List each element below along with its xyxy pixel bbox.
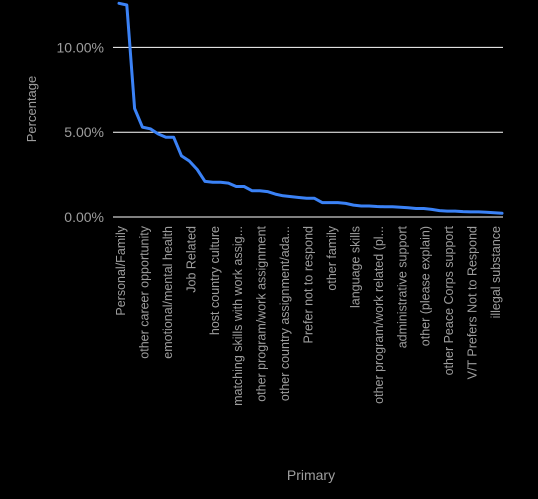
x-tick-label-13: other (please explain) bbox=[419, 226, 433, 346]
x-tick-label-10: language skills bbox=[348, 226, 362, 308]
x-tick-label-6: other program/work assignment bbox=[255, 225, 269, 401]
gridlines bbox=[113, 46, 503, 218]
series-line-0 bbox=[117, 1, 504, 215]
data-point-0 bbox=[117, 2, 121, 5]
data-point-27 bbox=[328, 201, 332, 204]
data-point-4 bbox=[149, 127, 152, 130]
data-point-17 bbox=[250, 189, 254, 192]
y-tick-label-2: 10.00% bbox=[57, 39, 104, 55]
data-point-13 bbox=[219, 181, 222, 184]
data-point-21 bbox=[281, 194, 285, 197]
data-point-38 bbox=[414, 207, 418, 210]
data-point-9 bbox=[188, 159, 191, 163]
data-point-3 bbox=[141, 125, 144, 129]
x-tick-label-16: illegal substance bbox=[489, 226, 503, 318]
data-point-41 bbox=[438, 209, 441, 212]
data-point-49 bbox=[500, 212, 504, 215]
data-point-26 bbox=[321, 201, 324, 204]
x-tick-label-8: Prefer not to respond bbox=[302, 226, 316, 343]
data-point-2 bbox=[133, 107, 136, 110]
data-point-39 bbox=[422, 207, 425, 210]
data-point-23 bbox=[297, 196, 300, 199]
data-point-47 bbox=[485, 211, 488, 214]
x-tick-label-5: matching skills with work assig... bbox=[231, 226, 245, 406]
data-point-25 bbox=[313, 197, 316, 200]
data-point-36 bbox=[399, 206, 402, 209]
data-point-33 bbox=[375, 205, 379, 208]
data-point-14 bbox=[227, 181, 230, 185]
data-point-40 bbox=[430, 208, 433, 211]
x-tick-label-4: host country culture bbox=[208, 226, 222, 335]
data-point-48 bbox=[493, 211, 496, 214]
x-tick-label-11: other program/work related (pl... bbox=[372, 226, 386, 404]
data-point-28 bbox=[336, 201, 340, 204]
data-point-43 bbox=[453, 209, 457, 213]
data-point-6 bbox=[164, 136, 168, 139]
data-point-30 bbox=[352, 203, 355, 207]
data-point-10 bbox=[196, 168, 199, 171]
x-tick-labels: Personal/Family other career opportunity e… bbox=[114, 225, 503, 406]
y-tick-label-0: 0.00% bbox=[64, 209, 104, 225]
x-tick-label-12: administrative support bbox=[395, 225, 409, 348]
data-point-37 bbox=[407, 206, 410, 209]
data-point-31 bbox=[360, 204, 363, 208]
data-point-22 bbox=[289, 195, 293, 198]
x-tick-label-0: Personal/Family bbox=[114, 225, 128, 315]
data-point-15 bbox=[235, 185, 238, 188]
y-tick-labels: 0.00% 5.00% 10.00% bbox=[57, 39, 104, 225]
data-point-11 bbox=[203, 180, 207, 183]
x-tick-label-1: other career opportunity bbox=[137, 225, 151, 358]
x-tick-label-15: V/T Prefers Not to Respond bbox=[466, 226, 480, 379]
y-axis-title: Percentage bbox=[24, 76, 39, 143]
data-point-24 bbox=[305, 197, 308, 200]
x-tick-label-9: other family bbox=[325, 225, 339, 290]
data-point-19 bbox=[266, 190, 269, 193]
data-point-20 bbox=[274, 192, 277, 196]
data-point-1 bbox=[125, 3, 128, 7]
y-tick-label-1: 5.00% bbox=[64, 124, 104, 140]
data-point-34 bbox=[383, 205, 386, 208]
data-point-12 bbox=[211, 181, 214, 184]
x-tick-label-7: other country assignment/ada... bbox=[278, 226, 292, 401]
data-point-35 bbox=[391, 205, 394, 208]
data-point-8 bbox=[180, 154, 183, 158]
data-point-45 bbox=[469, 210, 472, 214]
x-tick-label-14: other Peace Corps support bbox=[442, 225, 456, 375]
x-tick-label-2: emotional/mental health bbox=[161, 226, 175, 359]
x-tick-label-3: Job Related bbox=[184, 226, 198, 293]
x-axis-title: Primary bbox=[287, 467, 335, 483]
data-point-32 bbox=[367, 204, 371, 208]
data-point-42 bbox=[446, 209, 449, 213]
data-point-29 bbox=[344, 202, 347, 205]
data-point-18 bbox=[258, 189, 261, 192]
data-point-46 bbox=[477, 210, 480, 214]
series-layer bbox=[117, 1, 504, 215]
data-point-7 bbox=[172, 136, 175, 139]
data-point-5 bbox=[156, 132, 160, 136]
data-point-16 bbox=[242, 185, 246, 188]
data-point-44 bbox=[461, 210, 465, 213]
